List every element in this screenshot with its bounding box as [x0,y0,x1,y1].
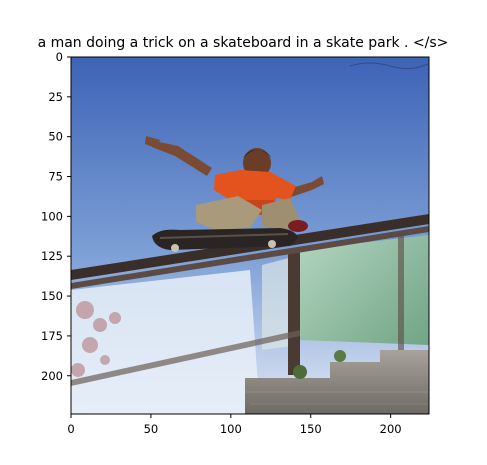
y-tick-label: 150 [41,289,63,303]
y-tick-label: 25 [48,90,63,104]
axes-frame [70,56,430,415]
y-tick-label: 125 [41,249,63,263]
y-tick-label: 50 [48,130,63,144]
x-tick-label: 100 [220,422,242,436]
y-tick-label: 100 [41,209,63,223]
x-axis: 0 50 100 150 200 [67,414,402,436]
y-tick-label: 75 [48,170,63,184]
y-tick-label: 175 [41,329,63,343]
figure-title: a man doing a trick on a skateboard in a… [38,35,449,51]
y-tick-label: 200 [41,369,63,383]
skateboarder [145,136,324,252]
y-tick-label: 0 [56,50,63,64]
x-tick-label: 200 [380,422,402,436]
x-tick-label: 50 [144,422,159,436]
tree-foliage [71,301,121,377]
photo-skateboarder [71,57,429,414]
y-axis: 0 25 50 75 100 125 150 175 200 [41,50,71,383]
x-tick-label: 0 [67,422,74,436]
x-tick-label: 150 [300,422,322,436]
